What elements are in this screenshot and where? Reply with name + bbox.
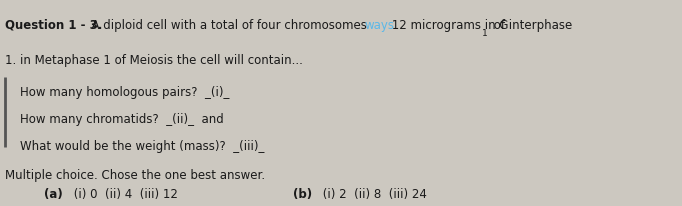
- Text: How many homologous pairs?  _(i)_: How many homologous pairs? _(i)_: [20, 85, 230, 98]
- Text: Question 1 - 3.: Question 1 - 3.: [5, 19, 103, 32]
- Text: How many chromatids?  _(ii)_  and: How many chromatids? _(ii)_ and: [20, 112, 224, 125]
- Text: 1. in Metaphase 1 of Meiosis the cell will contain...: 1. in Metaphase 1 of Meiosis the cell wi…: [5, 54, 303, 67]
- Text: What would be the weight (mass)?  _(iii)_: What would be the weight (mass)? _(iii)_: [20, 139, 265, 152]
- Text: Multiple choice. Chose the one best answer.: Multiple choice. Chose the one best answ…: [5, 168, 265, 181]
- Text: of interphase: of interphase: [490, 19, 572, 32]
- Text: (i) 0  (ii) 4  (iii) 12: (i) 0 (ii) 4 (iii) 12: [70, 187, 178, 200]
- Text: A diploid cell with a total of four chromosomes: A diploid cell with a total of four chro…: [84, 19, 370, 32]
- Text: 12 micrograms in G: 12 micrograms in G: [388, 19, 509, 32]
- Text: 1: 1: [481, 29, 487, 38]
- Text: (i) 2  (ii) 8  (iii) 24: (i) 2 (ii) 8 (iii) 24: [319, 187, 427, 200]
- Text: (a): (a): [44, 187, 63, 200]
- Text: (b): (b): [293, 187, 312, 200]
- Text: ways: ways: [365, 19, 395, 32]
